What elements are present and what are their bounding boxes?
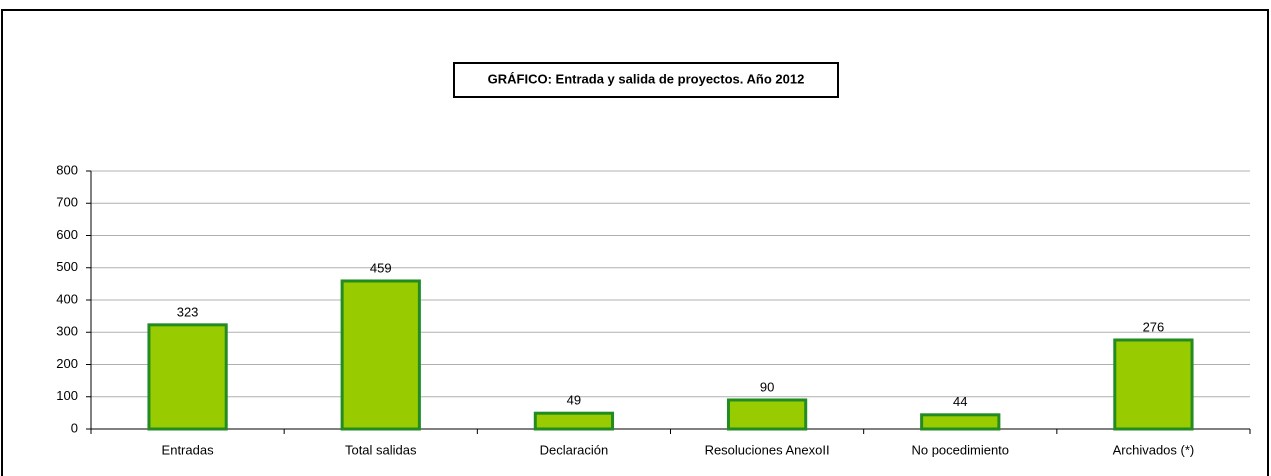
y-tick-label: 300	[56, 324, 78, 339]
y-tick-label: 0	[71, 420, 78, 435]
x-tick-label: Entradas	[162, 442, 215, 457]
y-tick-label: 700	[56, 195, 78, 210]
x-tick-label: Archivados (*)	[1113, 442, 1195, 457]
x-tick-label: Resoluciones AnexoII	[705, 442, 830, 457]
y-tick-label: 200	[56, 356, 78, 371]
y-tick-label: 500	[56, 259, 78, 274]
x-tick-label: Declaración	[540, 442, 609, 457]
bar	[147, 323, 228, 431]
bar	[533, 411, 615, 431]
x-tick-label: Total salidas	[345, 442, 417, 457]
bar	[340, 279, 421, 431]
y-tick-label: 400	[56, 291, 78, 306]
y-tick-label: 600	[56, 227, 78, 242]
data-label: 459	[370, 260, 392, 275]
bar	[726, 398, 808, 431]
x-tick-label: No pocedimiento	[911, 442, 1009, 457]
data-label: 90	[760, 379, 774, 394]
title-box	[453, 62, 839, 98]
data-label: 323	[177, 304, 199, 319]
bar	[1113, 338, 1194, 431]
y-tick-label: 800	[56, 162, 78, 177]
y-tick-label: 100	[56, 388, 78, 403]
chart-title: GRÁFICO: Entrada y salida de proyectos. …	[488, 71, 805, 86]
data-label: 49	[567, 393, 581, 408]
data-label: 44	[953, 394, 967, 409]
bar	[920, 413, 1001, 431]
data-label: 276	[1143, 319, 1165, 334]
